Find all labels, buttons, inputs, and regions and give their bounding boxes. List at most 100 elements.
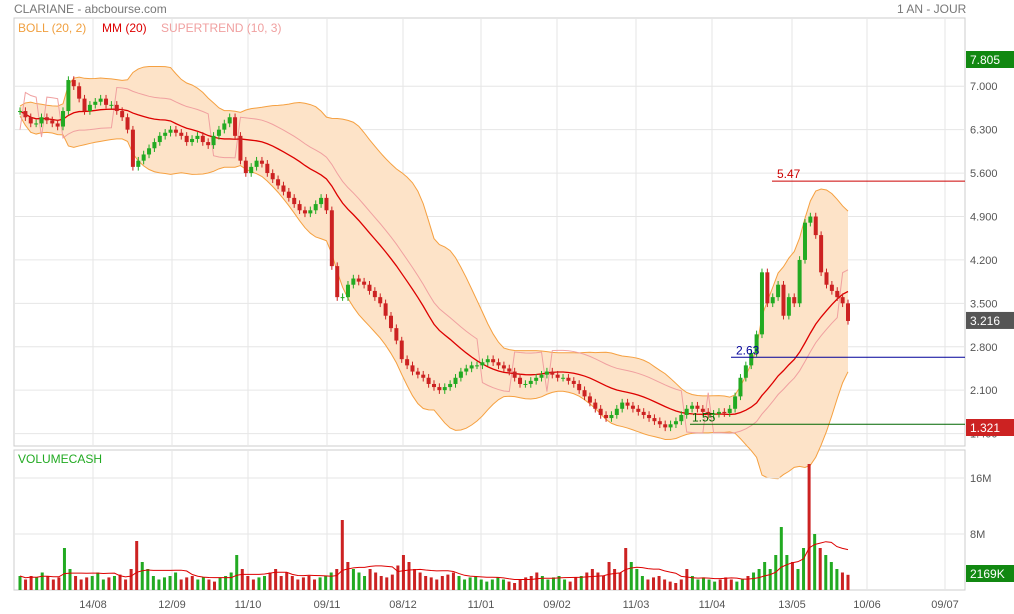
candle-body: [469, 365, 474, 369]
volume-bar: [224, 576, 228, 590]
volume-bar: [824, 555, 828, 590]
candle-body: [797, 259, 802, 304]
candle-body: [216, 129, 221, 136]
candle-body: [679, 414, 684, 422]
candle-body: [641, 411, 646, 415]
volume-bar: [729, 579, 733, 590]
volume-bar: [635, 569, 639, 590]
level-annotations: 5.47 2.63 1.55: [690, 167, 965, 425]
current-price-badge-text: 3.216: [970, 314, 1000, 328]
volume-bar: [457, 576, 461, 590]
candle-body: [383, 303, 388, 316]
volume-bar: [752, 572, 756, 590]
volume-bar: [74, 576, 78, 590]
candle-body: [329, 210, 334, 267]
supertrend-legend[interactable]: SUPERTREND (10, 3): [161, 21, 282, 35]
candle-body: [625, 402, 630, 406]
volume-bar: [524, 577, 528, 590]
candle-body: [491, 359, 496, 363]
volume-bar: [807, 464, 811, 590]
candle-body: [18, 111, 22, 113]
candle-body: [604, 414, 609, 419]
candle-body: [630, 405, 635, 409]
volume-bar: [618, 572, 622, 590]
candle-body: [496, 362, 501, 366]
candle-body: [281, 185, 286, 192]
volume-bar: [718, 579, 722, 590]
volume-bar: [57, 577, 61, 590]
candle-body: [356, 278, 361, 282]
x-tick-label: 14/08: [79, 599, 107, 611]
candle-body: [238, 135, 243, 161]
volume-bar: [679, 579, 683, 590]
volume-bar: [674, 583, 678, 590]
candle-body: [426, 377, 431, 384]
x-tick-label: 11/03: [623, 599, 650, 611]
price-axis: 7.000 6.300 5.600 4.900 4.200 3.500 2.800 2.100…: [970, 81, 998, 440]
candle-body: [453, 377, 458, 384]
volume-bar: [724, 577, 728, 590]
volume-bar: [396, 565, 400, 590]
candle-body: [276, 179, 281, 186]
volume-plot-frame: [13, 449, 966, 591]
volume-bar: [613, 569, 617, 590]
candle-body: [345, 284, 350, 298]
candle-body: [485, 359, 490, 363]
low-level-label: 1.55: [692, 410, 716, 424]
x-tick-label: 11/04: [699, 599, 726, 611]
candle-body: [98, 98, 103, 102]
volume-moving-average: [19, 541, 849, 580]
candle-body: [93, 101, 98, 105]
volume-bar: [557, 576, 561, 590]
volume-bar: [390, 574, 394, 590]
price-plot-frame: [13, 17, 966, 447]
candle-body: [448, 383, 453, 388]
period-label[interactable]: 1 AN - JOUR: [897, 2, 967, 16]
volume-bar: [668, 581, 672, 590]
candle-body: [802, 222, 807, 260]
candle-body: [206, 142, 211, 146]
candle-body: [690, 405, 695, 409]
candle-body: [351, 278, 356, 285]
volume-bar: [401, 555, 405, 590]
volume-bar: [379, 576, 383, 590]
mm-legend[interactable]: MM (20): [102, 21, 147, 35]
high-price-badge-bg: [966, 51, 1014, 68]
volume-bar: [546, 579, 550, 590]
candle-body: [598, 408, 603, 415]
candle-body: [410, 365, 415, 372]
volume-bar: [185, 577, 189, 590]
candle-body: [249, 166, 254, 174]
volume-bar: [24, 579, 28, 590]
volume-bar: [407, 562, 411, 590]
candle-body: [706, 411, 711, 415]
boll-legend[interactable]: BOLL (20, 2): [18, 21, 87, 35]
candle-body: [722, 411, 727, 414]
candle-body: [125, 117, 130, 130]
volume-bar: [813, 534, 817, 590]
candle-body: [437, 387, 442, 391]
candle-body: [819, 235, 824, 273]
volume-bar: [135, 541, 139, 590]
candle-body: [367, 284, 372, 291]
volume-bar: [757, 569, 761, 590]
candle-body: [44, 117, 49, 121]
candle-body: [781, 284, 786, 316]
candle-body: [39, 117, 44, 124]
candle-body: [770, 297, 775, 304]
volume-bar: [490, 579, 494, 590]
volume-bar: [740, 579, 744, 590]
volume-bar: [301, 577, 305, 590]
volume-legend[interactable]: VOLUMECASH: [18, 452, 103, 466]
high-level-label: 5.47: [777, 167, 801, 181]
volume-bar: [196, 579, 200, 590]
mid-level-label: 2.63: [736, 343, 760, 357]
candle-body: [55, 123, 60, 127]
candle-body: [550, 371, 555, 375]
candle-body: [200, 135, 205, 143]
candle-body: [313, 204, 318, 211]
bollinger-lower: [19, 115, 849, 480]
volume-bar: [335, 569, 339, 590]
volume-bar: [129, 569, 133, 590]
